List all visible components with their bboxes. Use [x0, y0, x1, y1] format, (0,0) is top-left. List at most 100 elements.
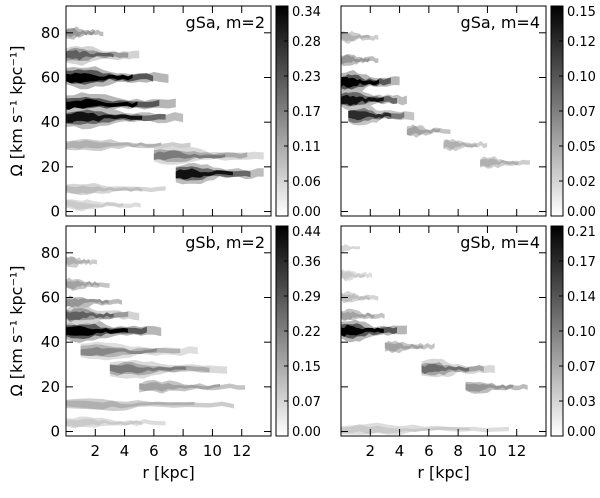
intensity-band [341, 94, 384, 106]
intensity-band [406, 126, 441, 136]
intensity-band [66, 98, 138, 111]
axes-frame [340, 5, 547, 217]
panel-2: 2 4 6 8 10 12 0 20 40 60 80 gSb, m=2 Ω [km s⁻¹ kpc⁻¹… [7, 225, 321, 482]
y-tick-label: 80 [41, 24, 60, 42]
colorbar-tick-label: 0.17 [567, 255, 596, 270]
colorbar-tick-label: 0.15 [292, 360, 321, 375]
y-axis-label: Ω [km s⁻¹ kpc⁻¹] [7, 265, 26, 396]
intensity-band [66, 326, 128, 336]
x-tick-label: 2 [91, 442, 101, 460]
colorbar-tick-label: 0.23 [292, 70, 321, 85]
x-axis-label: r [kpc] [142, 463, 194, 482]
colorbar-tick-label: 0.29 [292, 290, 321, 305]
x-tick-label: 2 [366, 442, 376, 460]
panel-label: gSa, m=2 [186, 13, 265, 32]
panel-label: gSb, m=4 [460, 233, 540, 252]
intensity-band [341, 311, 375, 320]
intensity-band [341, 324, 384, 337]
y-tick-label: 0 [50, 203, 60, 221]
y-axis-label: Ω [km s⁻¹ kpc⁻¹] [7, 45, 26, 176]
colorbar-tick-label: 0.06 [292, 175, 321, 190]
intensity-band [66, 140, 162, 149]
y-tick-label: 80 [41, 244, 60, 262]
colorbar-tick-label: 0.03 [567, 395, 596, 410]
panel-1: gSa, m=4 0.00 0.02 0.05 0.07 0.10 0.12 0.15 [340, 5, 596, 220]
colorbar-tick-label: 0.07 [292, 395, 321, 410]
colorbar-tick-label: 0.07 [567, 360, 596, 375]
intensity-band [384, 342, 423, 352]
intensity-band [109, 364, 187, 374]
intensity-band [66, 298, 109, 308]
intensity-band [66, 185, 143, 195]
intensity-band [66, 200, 124, 210]
x-tick-label: 10 [478, 442, 497, 460]
intensity-band [153, 150, 226, 161]
x-tick-label: 10 [203, 442, 222, 460]
colorbar-tick-label: 0.00 [567, 425, 596, 440]
intensity-band [421, 363, 470, 374]
y-tick-label: 20 [41, 158, 60, 176]
colorbar-tick-label: 0.22 [292, 325, 321, 340]
colorbar-tick-label: 0.28 [292, 35, 321, 50]
colorbar-tick-label: 0.00 [567, 205, 596, 220]
y-tick-label: 40 [41, 113, 60, 131]
intensity-band [443, 140, 477, 150]
colorbar-tick-label: 0.34 [292, 5, 321, 20]
intensity-band [348, 110, 392, 121]
x-axis-label: r [kpc] [417, 463, 469, 482]
x-tick-label: 8 [453, 442, 463, 460]
y-tick-label: 60 [41, 68, 60, 86]
panel-3: 2 4 6 8 10 12 gSb, m=4 r [kpc] 0.00 0.03 0.07 0.10 0… [340, 225, 596, 482]
axes-frame [65, 5, 272, 217]
intensity-band [341, 271, 365, 281]
x-tick-label: 4 [395, 442, 405, 460]
intensity-band [175, 168, 233, 180]
panel-label: gSa, m=4 [461, 13, 540, 32]
colorbar-tick-label: 0.10 [567, 325, 596, 340]
intensity-band [66, 418, 143, 428]
axes-frame [65, 225, 272, 437]
intensity-band [139, 382, 221, 392]
x-tick-label: 6 [424, 442, 434, 460]
intensity-band [341, 32, 370, 42]
intensity-band [66, 27, 95, 38]
intensity-band [480, 158, 519, 168]
intensity-band [341, 55, 370, 64]
colorbar-tick-label: 0.17 [292, 105, 321, 120]
intensity-band [341, 76, 380, 88]
intensity-band [66, 311, 114, 321]
intensity-band [341, 294, 370, 303]
intensity-band [66, 256, 90, 266]
x-tick-label: 6 [149, 442, 159, 460]
intensity-band [341, 424, 470, 435]
intensity-band [66, 400, 195, 410]
colorbar-tick-label: 0.12 [567, 35, 596, 50]
x-tick-label: 12 [507, 442, 526, 460]
intensity-band [66, 280, 100, 290]
colorbar-tick-label: 0.05 [567, 140, 596, 155]
x-tick-label: 12 [232, 442, 251, 460]
y-tick-label: 20 [41, 378, 60, 396]
colorbar-tick-label: 0.21 [567, 225, 596, 240]
y-tick-label: 40 [41, 333, 60, 351]
colorbar-tick-label: 0.15 [567, 5, 596, 20]
intensity-band [66, 49, 114, 61]
intensity-band [341, 244, 360, 253]
colorbar-tick-label: 0.00 [292, 205, 321, 220]
colorbar-tick-label: 0.07 [567, 105, 596, 120]
colorbar-tick-label: 0.10 [567, 70, 596, 85]
y-tick-label: 0 [50, 423, 60, 441]
intensity-band [66, 111, 143, 123]
panel-label: gSb, m=2 [185, 233, 265, 252]
axes-frame [340, 225, 547, 437]
x-tick-label: 4 [120, 442, 130, 460]
colorbar-tick-label: 0.36 [292, 255, 321, 270]
x-tick-label: 8 [178, 442, 188, 460]
intensity-band [80, 347, 157, 356]
colorbar-tick-label: 0.00 [292, 425, 321, 440]
colorbar-tick-label: 0.11 [292, 140, 321, 155]
intensity-band [465, 383, 514, 392]
colorbar-tick-label: 0.14 [567, 290, 596, 305]
y-tick-label: 60 [41, 288, 60, 306]
